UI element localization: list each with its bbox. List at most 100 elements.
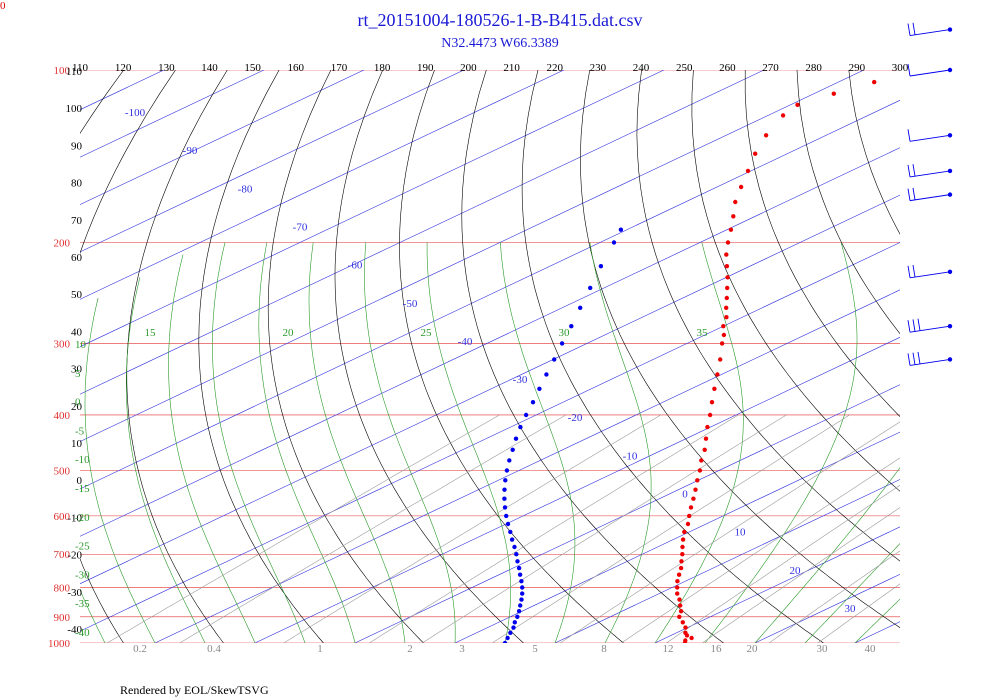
temperature-point bbox=[685, 521, 691, 527]
moist-adiabat-line bbox=[589, 242, 652, 643]
dry-adiabat-label: 10 bbox=[71, 438, 83, 450]
moist-adiabat-label: 15 bbox=[145, 327, 157, 339]
isotherm-label: 30 bbox=[845, 603, 857, 615]
wind-barb-flag bbox=[917, 351, 921, 365]
theta-label: 160 bbox=[288, 62, 305, 74]
temperature-point bbox=[705, 424, 710, 430]
dewpoint-point bbox=[509, 537, 515, 542]
pressure-label: 200 bbox=[54, 237, 71, 249]
theta-label: 240 bbox=[633, 62, 650, 74]
dewpoint-point bbox=[519, 597, 524, 602]
theta-label: 280 bbox=[805, 62, 822, 74]
temperature-point bbox=[693, 487, 698, 492]
moist-adiabat-line bbox=[704, 242, 858, 643]
pressure-label: 700 bbox=[54, 549, 71, 561]
theta-label: 170 bbox=[331, 62, 348, 74]
isotherm-label: -10 bbox=[623, 450, 638, 462]
wind-barb-flag bbox=[907, 63, 911, 77]
theta-label: 260 bbox=[719, 62, 736, 74]
moist-adiabat-line bbox=[212, 242, 306, 643]
wind-barb-flag bbox=[907, 353, 911, 366]
dry-adiabat-label: 50 bbox=[71, 289, 83, 301]
wind-barb-staff bbox=[909, 134, 951, 142]
temperature-point bbox=[675, 585, 680, 590]
dry-adiabat-line bbox=[991, 0, 1000, 643]
moist-adiabat-label: 20 bbox=[283, 327, 295, 339]
wind-barb-flag bbox=[912, 352, 916, 365]
temperature-point bbox=[763, 133, 769, 138]
temperature-point bbox=[745, 168, 751, 174]
temperature-point bbox=[687, 513, 692, 519]
pressure-label: 500 bbox=[54, 466, 71, 478]
dry-adiabat-label: 90 bbox=[71, 140, 83, 152]
temperature-point bbox=[702, 447, 707, 452]
dewpoint-point bbox=[505, 521, 511, 527]
isotherm-line bbox=[554, 479, 900, 643]
temperature-point bbox=[697, 468, 703, 473]
moist-adiabat-label: 10 bbox=[75, 339, 87, 351]
mixing-ratio-label: 0.4 bbox=[207, 643, 221, 655]
dry-adiabat-line bbox=[0, 0, 6, 643]
wind-barb-flag bbox=[907, 265, 911, 278]
temperature-point bbox=[795, 102, 800, 108]
moist-adiabat-label: -40 bbox=[75, 627, 90, 639]
dewpoint-point bbox=[588, 285, 593, 291]
mixing-ratio-label: 5 bbox=[532, 643, 538, 655]
moist-adiabat-label: 25 bbox=[421, 327, 433, 339]
moist-adiabat-line bbox=[500, 242, 576, 643]
temperature-point bbox=[679, 559, 684, 564]
render-credit: Rendered by EOL/SkewTSVG bbox=[120, 683, 269, 697]
moist-adiabat-line bbox=[308, 242, 406, 643]
pressure-label: 100 bbox=[54, 65, 71, 77]
dewpoint-point bbox=[518, 424, 523, 430]
temperature-point bbox=[728, 227, 734, 232]
mixing-ratio-label: 1 bbox=[317, 643, 323, 655]
pressure-label: 800 bbox=[54, 582, 71, 594]
dewpoint-point bbox=[514, 552, 519, 557]
temperature-point bbox=[675, 579, 680, 584]
dry-adiabat-line bbox=[0, 0, 141, 643]
theta-label: 120 bbox=[115, 62, 132, 74]
dry-adiabat-line bbox=[691, 70, 900, 492]
moist-adiabat-line bbox=[84, 297, 156, 643]
dry-adiabat-line bbox=[744, 70, 900, 418]
mixing-ratio-label: 2 bbox=[407, 643, 413, 655]
temperature-point bbox=[724, 295, 729, 301]
dewpoint-point bbox=[537, 386, 542, 391]
moist-adiabat-label: -10 bbox=[75, 454, 90, 466]
temperature-point bbox=[677, 597, 682, 602]
temperature-point bbox=[721, 324, 726, 329]
isotherm-label: -40 bbox=[458, 336, 473, 348]
dewpoint-point bbox=[578, 305, 583, 310]
theta-label: 230 bbox=[590, 62, 607, 74]
dewpoint-point bbox=[502, 640, 508, 643]
isotherm-label: 20 bbox=[790, 565, 802, 577]
dry-adiabat-label: 100 bbox=[66, 103, 83, 115]
isotherm-line bbox=[955, 0, 1000, 643]
temperature-point bbox=[691, 496, 696, 501]
mixing-ratio-label: 40 bbox=[865, 643, 877, 655]
moist-adiabat-label: 30 bbox=[559, 327, 571, 339]
temperature-point bbox=[678, 609, 684, 614]
temperature-point bbox=[680, 620, 685, 625]
wind-barb-staff bbox=[909, 194, 951, 202]
moist-adiabat-line bbox=[426, 242, 511, 643]
temperature-point bbox=[683, 638, 688, 643]
pressure-label: 1000 bbox=[48, 638, 71, 650]
wind-barb-staff bbox=[909, 359, 951, 366]
dewpoint-point bbox=[618, 227, 624, 232]
temperature-point bbox=[709, 400, 715, 405]
moist-adiabat-label: -20 bbox=[75, 512, 90, 524]
temperature-point bbox=[724, 264, 730, 269]
temperature-point bbox=[721, 332, 727, 338]
dewpoint-point bbox=[569, 324, 574, 329]
moist-adiabat-line bbox=[754, 467, 900, 643]
temperature-point bbox=[725, 285, 730, 291]
temperature-point bbox=[699, 458, 704, 463]
mixing-ratio-label: 16 bbox=[711, 643, 723, 655]
isotherm-line bbox=[80, 194, 900, 585]
wind-barb-staff bbox=[909, 69, 951, 77]
isotherm-line bbox=[80, 70, 765, 395]
moist-adiabat-line bbox=[80, 589, 106, 643]
